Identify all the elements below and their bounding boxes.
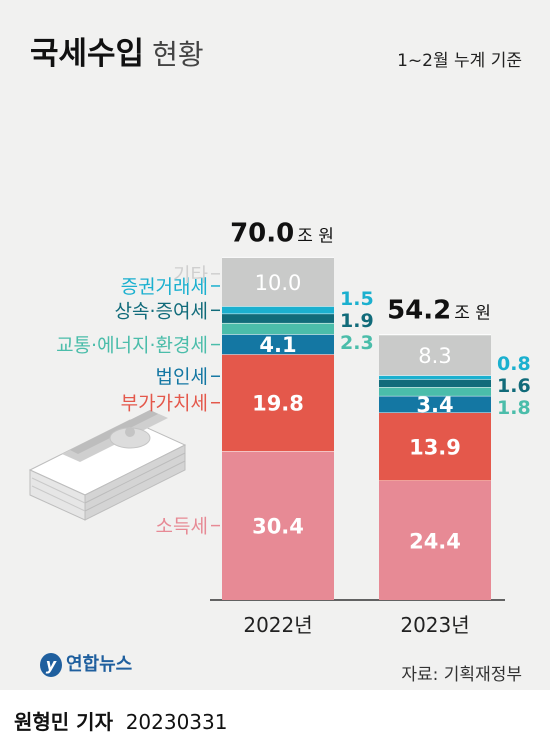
series-label: 교통·에너지·환경세 xyxy=(56,335,208,357)
series-label: 부가가치세 xyxy=(121,393,208,415)
data-label: 30.4 xyxy=(252,515,304,539)
small-data-label: 1.9 xyxy=(340,310,374,332)
data-label: 3.4 xyxy=(416,393,453,417)
small-data-label: 1.5 xyxy=(340,288,374,310)
data-label: 19.8 xyxy=(252,392,304,416)
bar-segment xyxy=(379,334,491,376)
data-label: 24.4 xyxy=(409,529,461,553)
total-label: 70.0 조 원 xyxy=(230,218,334,248)
bar-segment xyxy=(222,313,334,323)
bar-segment xyxy=(379,375,491,380)
chart-subtitle: 현황 xyxy=(152,38,204,71)
yonhap-logo: y 연합뉴스 xyxy=(40,650,132,677)
bar-segment xyxy=(222,354,334,452)
bar-segment xyxy=(222,306,334,314)
x-tick-label: 2023년 xyxy=(400,613,469,637)
stacked-bar-chart: 30.4 19.8 4.1 10.0 2.31.91.5 70.0 조 원 2022년 소득세 부… xyxy=(28,218,531,637)
small-data-label: 0.8 xyxy=(497,353,531,375)
small-data-label: 1.6 xyxy=(497,375,531,397)
series-label: 상속·증여세 xyxy=(115,300,208,322)
bar-segment xyxy=(222,257,334,307)
bar-segment xyxy=(379,480,491,600)
bar-segment xyxy=(222,322,334,335)
small-data-label: 2.3 xyxy=(340,332,374,354)
data-label: 13.9 xyxy=(409,436,461,460)
chart-canvas: 국세수입 현황 1~2월 누계 기준 30.4 19.8 4.1 10.0 2.3 1.9 1… xyxy=(0,0,550,690)
reporter-credit: 원형민 기자 20230331 xyxy=(14,710,228,734)
chart-title: 국세수입 현황 xyxy=(30,36,204,72)
data-label: 4.1 xyxy=(259,333,296,357)
source-note: 자료: 기획재정부 xyxy=(401,665,522,685)
basis-note: 1~2월 누계 기준 xyxy=(397,51,522,71)
series-label: 소득세 xyxy=(156,516,208,538)
data-label: 10.0 xyxy=(255,271,302,295)
x-tick-label: 2022년 xyxy=(243,613,312,637)
series-label: 증권거래세 xyxy=(121,276,208,298)
publish-date: 20230331 xyxy=(125,710,228,734)
total-label: 54.2 조 원 xyxy=(387,296,491,326)
money-stack-icon xyxy=(28,410,187,521)
bar-segment xyxy=(379,387,491,396)
bar-segment xyxy=(222,334,334,355)
bar-segment xyxy=(379,379,491,388)
series-label: 법인세 xyxy=(156,366,208,388)
series-label: 기타 xyxy=(173,264,208,286)
bar-segment xyxy=(379,412,491,481)
small-data-label: 1.8 xyxy=(497,397,531,419)
bar-segment xyxy=(222,451,334,600)
bar-segment xyxy=(379,395,491,413)
data-label: 8.3 xyxy=(418,344,451,368)
yonhap-logo-icon: y xyxy=(40,653,62,677)
